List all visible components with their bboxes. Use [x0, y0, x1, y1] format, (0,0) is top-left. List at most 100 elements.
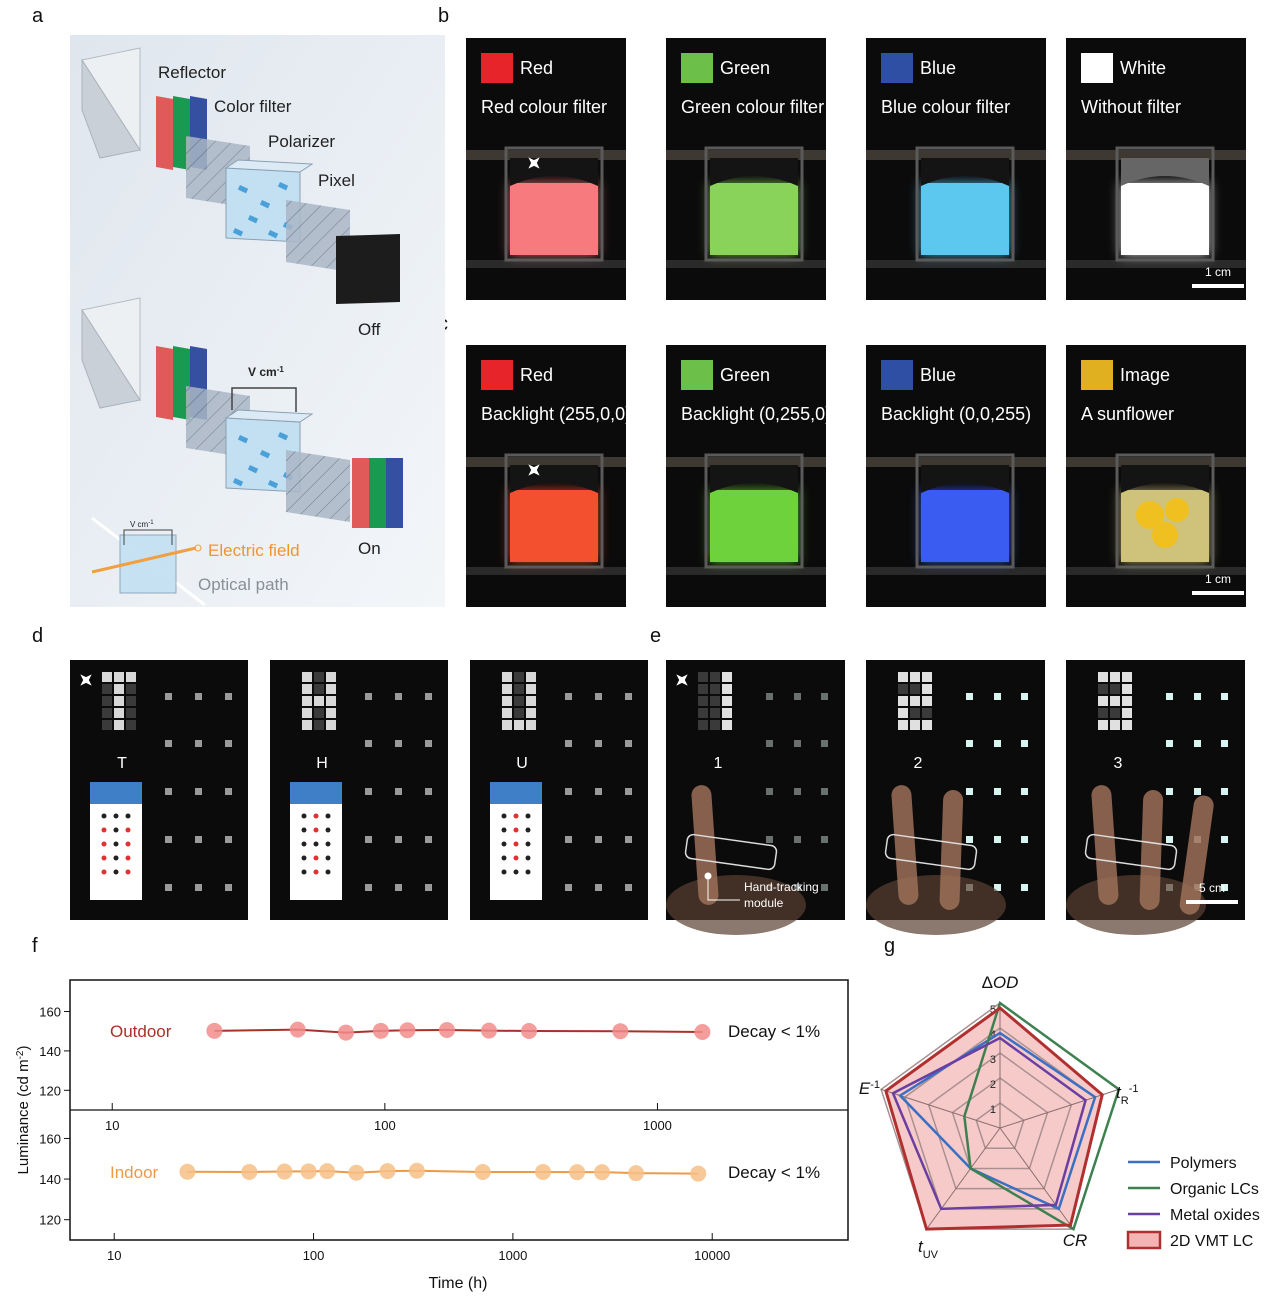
pixel: [425, 836, 432, 843]
bench: [1066, 260, 1246, 268]
axis-label: E-1: [859, 1079, 880, 1098]
pixel: [114, 720, 124, 730]
pixel: [821, 884, 828, 891]
pixel: [1110, 708, 1120, 718]
pixel-on-stripe: [352, 458, 369, 528]
point: [594, 1164, 611, 1181]
cuvette-side: [224, 409, 314, 423]
point: [276, 1163, 293, 1180]
pixel: [1221, 740, 1228, 747]
pixel: [365, 693, 372, 700]
phone-dot: [325, 855, 331, 861]
pixel: [165, 740, 172, 747]
pixel: [425, 884, 432, 891]
panel-label: f: [32, 935, 38, 957]
photo-caption: Green colour filter: [681, 97, 824, 117]
meniscus: [1121, 158, 1209, 186]
pixel: [102, 672, 112, 682]
reflector-face: [81, 308, 141, 409]
cuvette-frame: [704, 453, 804, 569]
photo-caption: Backlight (255,0,0): [481, 404, 631, 424]
r-tick-label: 3: [990, 1054, 996, 1066]
pixel: [722, 720, 732, 730]
meniscus: [1121, 465, 1209, 493]
pixel: [1122, 708, 1132, 718]
photo-name: Blue: [920, 365, 956, 385]
tracking-module: [1084, 833, 1178, 871]
clamp: [1066, 457, 1246, 467]
series-outline: [891, 1036, 1088, 1211]
series-label: Outdoor: [110, 1022, 172, 1041]
cuvette-liquid: [921, 183, 1009, 255]
point: [399, 1022, 416, 1039]
swatch: [881, 360, 913, 390]
cuvette-liquid: [710, 490, 798, 562]
flake: [267, 229, 279, 239]
pixel: [102, 684, 112, 694]
meniscus: [921, 465, 1009, 493]
pixel: [1122, 720, 1132, 730]
flake: [247, 464, 259, 474]
pixel: [526, 672, 536, 682]
pixel: [314, 684, 324, 694]
phone-dot: [501, 841, 507, 847]
phone-dot: [125, 869, 131, 875]
phone-dot: [113, 813, 119, 819]
axis-label-part: E: [859, 1079, 871, 1098]
r-tick-label: 1: [990, 1104, 996, 1116]
pixel: [195, 788, 202, 795]
point: [534, 1163, 551, 1180]
pixel: [994, 788, 1001, 795]
panel-label: g: [884, 935, 895, 957]
pixel: [395, 836, 402, 843]
pixel: [114, 684, 124, 694]
pixel: [126, 708, 136, 718]
swatch: [1081, 53, 1113, 83]
pixel: [722, 708, 732, 718]
pixel: [625, 884, 632, 891]
flake: [259, 449, 271, 459]
electrode: [231, 387, 297, 412]
pixel-off: [336, 234, 400, 304]
r-tick-label: 5: [990, 1004, 996, 1016]
axis-label-part: t: [1116, 1083, 1122, 1102]
phone-header: [90, 782, 142, 804]
pixel: [165, 884, 172, 891]
pixel: [698, 672, 708, 682]
pixel: [225, 884, 232, 891]
phone-dot: [101, 813, 107, 819]
pixel: [794, 788, 801, 795]
panel-label: e: [650, 625, 661, 647]
photo-name: White: [1120, 58, 1166, 78]
phone-dot: [313, 855, 319, 861]
phone-dot: [525, 827, 531, 833]
point: [179, 1163, 196, 1180]
axis-spoke: [999, 1088, 1120, 1129]
bench: [466, 567, 626, 575]
tracking-module: [884, 833, 978, 871]
unit-text: V cm: [130, 520, 149, 529]
phone-dot: [101, 841, 107, 847]
pixel: [1221, 693, 1228, 700]
pixel: [922, 684, 932, 694]
pixel: [326, 696, 336, 706]
legend-label: Metal oxides: [1170, 1207, 1260, 1224]
photo-name: Red: [520, 58, 553, 78]
pixel: [1098, 672, 1108, 682]
point: [206, 1022, 223, 1039]
pixel: [1021, 788, 1028, 795]
letter: T: [117, 755, 127, 772]
pixel: [698, 684, 708, 694]
grid-pentagon: [951, 1077, 1049, 1170]
color-filter-stripe: [156, 96, 173, 170]
legend-label: Polymers: [1170, 1155, 1237, 1172]
point: [379, 1163, 396, 1180]
pixel: [1021, 836, 1028, 843]
pixel: [302, 708, 312, 718]
palm: [866, 875, 1006, 935]
cuvette-frame: [504, 146, 604, 262]
legend-swatch: [1126, 1230, 1162, 1250]
pixel: [1110, 720, 1120, 730]
photo-caption: Without filter: [1081, 97, 1181, 117]
phone-dot: [301, 827, 307, 833]
